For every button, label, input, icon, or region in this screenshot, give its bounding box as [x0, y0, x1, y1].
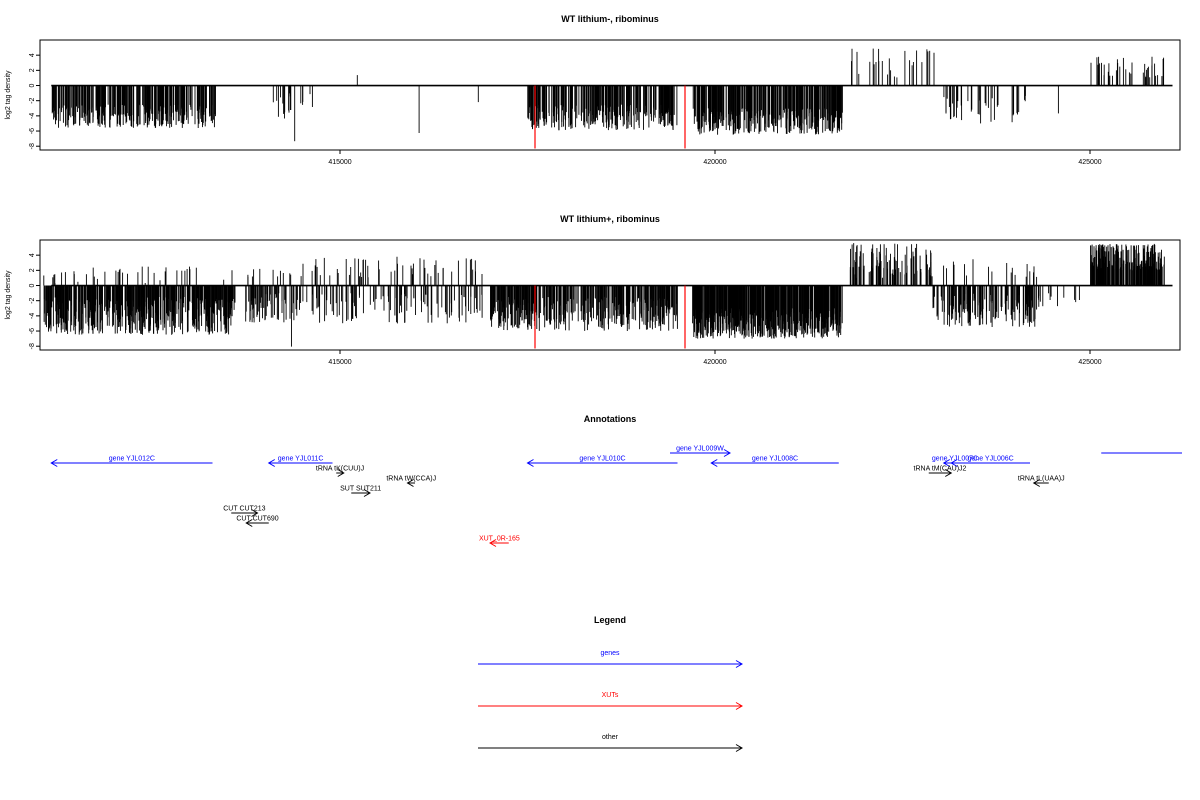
legend-label: other [602, 734, 619, 741]
annotation-feature: tRNA tK(CUU)J [316, 466, 364, 477]
annotation-label: SUT SUT211 [340, 486, 381, 493]
x-tick-label: 420000 [703, 159, 726, 166]
x-tick-label: 415000 [328, 359, 351, 366]
legend-entry-genes: genes [478, 650, 743, 668]
annotations-title: Annotations [584, 414, 637, 424]
annotation-feature: gene YJL011C [267, 456, 333, 467]
y-tick-label: -2 [29, 297, 36, 303]
annotation-arrow-head [710, 459, 718, 467]
annotation-feature: gene YJL010C [526, 456, 678, 467]
annotation-label: tRNA tK(CUU)J [316, 466, 364, 473]
annotation-feature: CUT CUT213 [223, 506, 266, 517]
annotation-label: gene YJL007C [932, 456, 978, 463]
annotation-feature: gene YJL008C [710, 456, 839, 467]
y-tick-label: -2 [29, 97, 36, 103]
plot-frame [39, 239, 1181, 351]
annotation-feature: gene YJL012C [50, 456, 213, 467]
annotation-label: gene YJL009W [676, 446, 724, 453]
x-tick-label: 420000 [703, 359, 726, 366]
annotation-label: XUT_0R-165 [479, 536, 520, 543]
y-tick-label: -8 [29, 143, 36, 149]
annotation-label: CUT CUT213 [223, 506, 265, 513]
annotation-arrow-head [251, 509, 259, 517]
annotation-arrow-head [267, 459, 276, 467]
annotation-arrow-head [245, 519, 253, 527]
x-tick-label: 415000 [328, 159, 351, 166]
panel-title: WT lithium-, ribominus [561, 14, 659, 24]
annotation-label: CUT CUT690 [236, 516, 278, 523]
legend-title: Legend [594, 615, 626, 625]
annotation-label: gene YJL011C [278, 456, 324, 463]
annotation-feature: tRNA tW(CCA)J [386, 476, 436, 487]
annotation-arrow-head [942, 459, 951, 467]
annotation-arrow-head [526, 459, 534, 467]
annotation-arrow-head [1032, 479, 1041, 487]
legend-arrow-head [735, 660, 743, 668]
x-tick-label: 425000 [1078, 359, 1101, 366]
annotation-arrow-head [950, 459, 958, 467]
y-tick-label: -4 [29, 313, 36, 319]
annotation-label: tRNA tW(CCA)J [386, 476, 436, 483]
annotation-label: gene YJL008C [752, 456, 798, 463]
annotation-feature: CUT CUT690 [236, 516, 279, 527]
y-tick-label: 0 [29, 83, 36, 87]
annotation-arrow-head [489, 539, 497, 547]
legend-label: XUTs [602, 692, 619, 699]
y-tick-label: -4 [29, 113, 36, 119]
annotation-label: tRNA tL(UAA)J [1018, 476, 1065, 483]
density-bars [51, 48, 1165, 142]
annotation-feature: tRNA tM(CAU)J2 [914, 466, 967, 477]
plot-frame [39, 39, 1181, 151]
annotation-label: tRNA tM(CAU)J2 [914, 466, 967, 473]
x-tick-label: 425000 [1078, 159, 1101, 166]
legend: Legend genes XUTs other [478, 615, 743, 752]
annotation-feature: tRNA tL(UAA)J [1018, 476, 1065, 487]
legend-arrow-head [735, 702, 743, 710]
annotation-label: gene YJL006C [968, 456, 1014, 463]
annotation-arrow-head [337, 469, 345, 477]
y-tick-label: 2 [29, 268, 36, 272]
y-tick-label: 4 [29, 253, 36, 257]
legend-label: genes [600, 650, 620, 657]
legend-entry-other: other [478, 734, 743, 752]
y-tick-label: -8 [29, 343, 36, 349]
annotation-arrow-head [944, 469, 953, 477]
y-tick-label: 2 [29, 68, 36, 72]
annotation-feature: gene YJL006C [950, 456, 1030, 467]
panel-title: WT lithium+, ribominus [560, 214, 660, 224]
annotation-arrow-head [406, 479, 414, 487]
y-tick-label: 4 [29, 53, 36, 57]
annotation-label: gene YJL010C [579, 456, 625, 463]
density-bars [43, 243, 1165, 347]
annotation-feature: gene YJL009W [670, 446, 731, 457]
annotation-arrow-head [363, 489, 371, 497]
annotation-arrow-head [723, 449, 731, 457]
annotation-feature: XUT_0R-165 [479, 536, 520, 547]
y-tick-label: 0 [29, 283, 36, 287]
y-axis-label: log2 tag density [5, 270, 12, 320]
y-tick-label: -6 [29, 328, 36, 334]
y-axis-label: log2 tag density [5, 70, 12, 120]
annotation-feature: SUT SUT211 [340, 486, 381, 497]
annotation-arrow-head [50, 459, 58, 467]
legend-entry-xuts: XUTs [478, 692, 743, 710]
annotation-label: gene YJL012C [109, 456, 155, 463]
legend-arrow-head [735, 744, 743, 752]
annotations-panel: Annotations gene YJL012C gene YJL011C tRNA… [50, 414, 1182, 547]
y-tick-label: -6 [29, 128, 36, 134]
